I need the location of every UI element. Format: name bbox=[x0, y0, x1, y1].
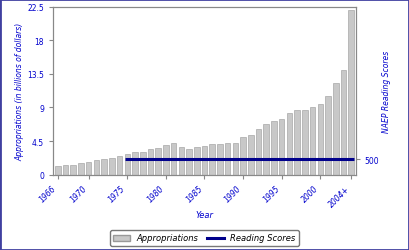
Bar bbox=[117, 156, 122, 175]
Bar bbox=[86, 162, 92, 175]
Bar bbox=[94, 160, 99, 175]
Bar bbox=[325, 97, 331, 175]
Bar bbox=[194, 148, 200, 175]
Bar bbox=[248, 136, 254, 175]
Bar bbox=[202, 146, 207, 175]
Bar bbox=[70, 165, 76, 175]
Y-axis label: NAEP Reading Scores: NAEP Reading Scores bbox=[382, 50, 391, 132]
Bar bbox=[155, 148, 161, 175]
Bar bbox=[171, 143, 176, 175]
Bar bbox=[287, 113, 292, 175]
Bar bbox=[317, 105, 323, 175]
Bar bbox=[279, 119, 285, 175]
Bar bbox=[271, 122, 277, 175]
X-axis label: Year: Year bbox=[196, 210, 213, 219]
Bar bbox=[101, 159, 107, 175]
Legend: Appropriations, Reading Scores: Appropriations, Reading Scores bbox=[110, 230, 299, 246]
Bar bbox=[233, 143, 238, 175]
Bar bbox=[256, 130, 261, 175]
Bar bbox=[225, 143, 230, 175]
Bar bbox=[333, 84, 339, 175]
Bar bbox=[341, 71, 346, 175]
Bar bbox=[124, 154, 130, 175]
Bar bbox=[263, 124, 269, 175]
Bar bbox=[302, 111, 308, 175]
Bar bbox=[310, 108, 315, 175]
Bar bbox=[78, 164, 84, 175]
Bar bbox=[109, 158, 115, 175]
Bar bbox=[217, 145, 223, 175]
Bar bbox=[294, 111, 300, 175]
Bar bbox=[209, 144, 215, 175]
Bar bbox=[179, 148, 184, 175]
Bar bbox=[132, 153, 138, 175]
Bar bbox=[348, 11, 354, 175]
Bar bbox=[148, 150, 153, 175]
Bar bbox=[163, 145, 169, 175]
Bar bbox=[63, 166, 68, 175]
Bar bbox=[140, 152, 146, 175]
Bar bbox=[240, 138, 246, 175]
Y-axis label: Appropriations (in billions of dollars): Appropriations (in billions of dollars) bbox=[16, 22, 25, 160]
Bar bbox=[186, 149, 192, 175]
Bar bbox=[55, 167, 61, 175]
